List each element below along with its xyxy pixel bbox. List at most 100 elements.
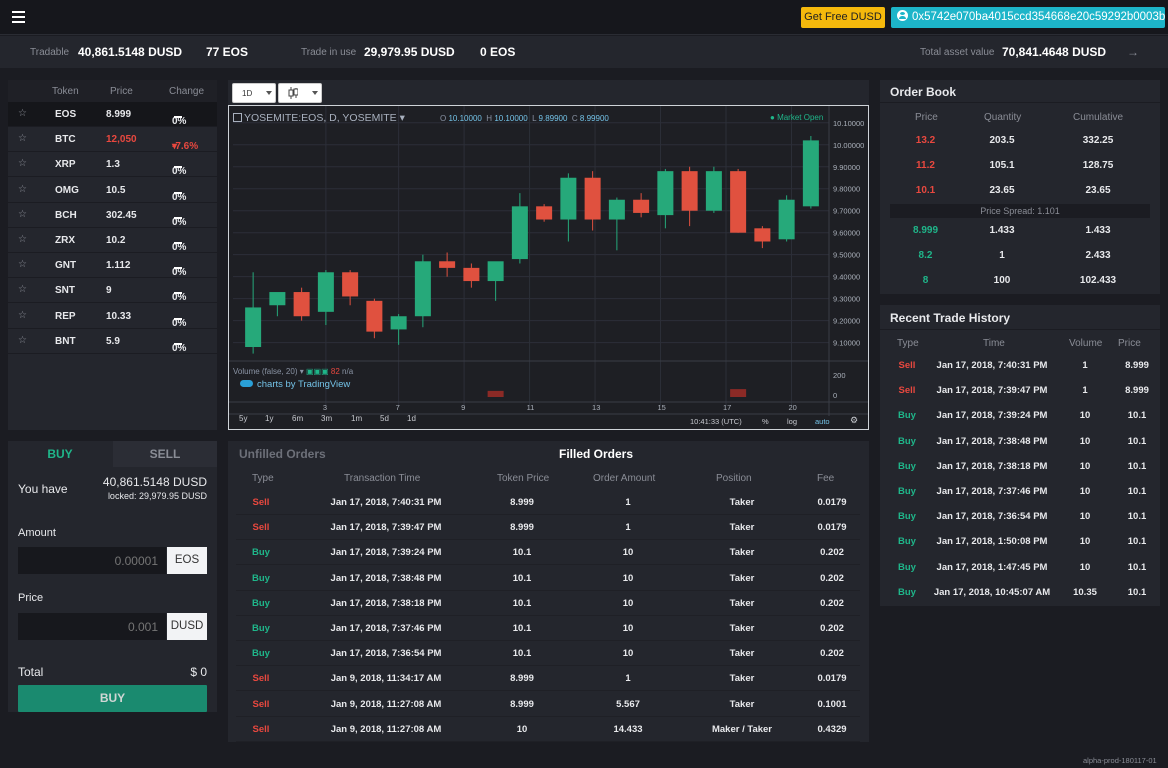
price-input[interactable] — [18, 613, 166, 640]
order-time: Jan 17, 2018, 7:38:18 PM — [330, 597, 442, 609]
token-price: 10.2 — [106, 235, 126, 246]
order-time: Jan 17, 2018, 7:36:54 PM — [330, 648, 442, 660]
token-change-value: 0% — [172, 317, 187, 329]
arrow-right-icon[interactable]: → — [1127, 45, 1139, 59]
filled-orders-tab[interactable]: Filled Orders — [559, 447, 634, 461]
star-icon[interactable]: ☆ — [18, 133, 27, 145]
buy-button[interactable]: BUY — [18, 685, 207, 712]
sell-tab[interactable]: SELL — [113, 441, 217, 467]
token-row[interactable]: ☆ OMG 10.5 0% — [8, 178, 217, 203]
trade-time: Jan 17, 2018, 10:45:07 AM — [933, 586, 1051, 598]
percent-toggle[interactable]: % — [762, 417, 769, 426]
token-change-value: 0% — [172, 166, 187, 178]
ob-quantity: 203.5 — [989, 135, 1015, 146]
get-free-dusd-button[interactable]: Get Free DUSD — [801, 7, 885, 28]
token-row[interactable]: ☆ XRP 1.3 0% — [8, 152, 217, 178]
chart-settings-gear-icon[interactable]: ⚙ — [850, 415, 859, 425]
trade-panel: BUY SELL You have 40,861.5148 DUSD locke… — [8, 441, 217, 712]
candle-body — [487, 261, 504, 282]
token-row[interactable]: ☆ EOS 8.999 0% — [8, 102, 217, 127]
tradable-label: Tradable — [30, 47, 70, 58]
flat-dash-icon — [174, 191, 182, 194]
candle-body — [317, 272, 334, 312]
order-fee: 0.202 — [820, 597, 844, 609]
tradingview-branding[interactable]: charts by TradingView — [240, 379, 350, 390]
trade-time: Jan 17, 2018, 7:39:24 PM — [936, 410, 1048, 422]
timeframe-6m[interactable]: 6m — [292, 414, 304, 423]
interval-dropdown[interactable]: 1D — [232, 83, 276, 103]
trade-type: Buy — [898, 586, 916, 598]
log-toggle[interactable]: log — [787, 417, 798, 426]
history-type-header: Type — [897, 338, 919, 349]
ob-quantity: 1.433 — [989, 225, 1015, 236]
total-label: Total — [18, 665, 44, 679]
token-symbol: OMG — [55, 184, 79, 196]
star-icon[interactable]: ☆ — [18, 284, 27, 296]
in-use-dusd: 29,979.95 DUSD — [364, 45, 455, 59]
token-row[interactable]: ☆ ZRX 10.2 0% — [8, 228, 217, 253]
timeframe-1y[interactable]: 1y — [265, 414, 274, 423]
order-amount: 1 — [625, 522, 631, 534]
candle-body — [560, 177, 577, 220]
buy-tab[interactable]: BUY — [8, 441, 112, 467]
timeframe-1m[interactable]: 1m — [351, 414, 363, 423]
chart-canvas[interactable] — [228, 105, 869, 430]
price-unit: DUSD — [167, 613, 207, 640]
trade-price: 10.1 — [1127, 486, 1147, 497]
star-icon[interactable]: ☆ — [18, 183, 27, 195]
star-icon[interactable]: ☆ — [18, 108, 27, 119]
token-change-value: 0% — [172, 216, 187, 228]
trade-price: 8.999 — [1125, 385, 1149, 397]
star-icon[interactable]: ☆ — [18, 309, 27, 321]
wallet-address-button[interactable]: 0x5742e070ba4015ccd354668e20c59292b0003b… — [891, 7, 1165, 28]
trade-history-row: Buy Jan 17, 2018, 7:38:18 PM 10 10.1 — [880, 454, 1160, 479]
market-status: ● Market Open — [770, 113, 824, 122]
hamburger-menu-icon[interactable] — [12, 11, 25, 23]
amount-input[interactable] — [18, 547, 166, 574]
token-row[interactable]: ☆ BNT 5.9 0% — [8, 329, 217, 354]
auto-toggle[interactable]: auto — [815, 417, 830, 426]
unfilled-orders-tab[interactable]: Unfilled Orders — [239, 447, 326, 461]
order-book-row[interactable]: 13.2 203.5 332.25 — [880, 128, 1160, 153]
account-icon — [897, 10, 908, 21]
token-row[interactable]: ☆ SNT 9 0% — [8, 278, 217, 304]
candle-body — [633, 199, 650, 213]
timeframe-1d[interactable]: 1d — [407, 414, 416, 423]
order-position: Taker — [729, 597, 755, 609]
order-time: Jan 17, 2018, 7:40:31 PM — [330, 497, 442, 508]
order-fee: 0.202 — [820, 623, 844, 634]
ob-cumulative-header: Cumulative — [1073, 112, 1124, 123]
star-icon[interactable]: ☆ — [18, 234, 27, 245]
token-change-value: 0% — [172, 242, 187, 253]
timeframe-5y[interactable]: 5y — [239, 414, 248, 423]
chevron-down-icon — [266, 91, 272, 95]
star-icon[interactable]: ☆ — [18, 259, 27, 271]
ob-price: 13.2 — [915, 135, 936, 146]
ob-cumulative: 332.25 — [1082, 135, 1114, 146]
trade-volume: 10 — [1079, 486, 1091, 497]
order-book-row[interactable]: 8.2 1 2.433 — [880, 243, 1160, 268]
chart-style-dropdown[interactable] — [278, 83, 322, 103]
in-use-eos: 0 EOS — [480, 45, 516, 59]
star-icon[interactable]: ☆ — [18, 158, 27, 170]
token-price: 1.112 — [106, 260, 131, 272]
token-row[interactable]: ☆ REP 10.33 0% — [8, 304, 217, 329]
order-amount: 10 — [622, 597, 634, 609]
order-type: Sell — [252, 497, 270, 508]
order-book-row[interactable]: 8.999 1.433 1.433 — [880, 218, 1160, 243]
order-book-row[interactable]: 10.1 23.65 23.65 — [880, 178, 1160, 203]
order-time: Jan 17, 2018, 7:37:46 PM — [330, 623, 442, 634]
token-row[interactable]: ☆ BTC 12,050 -7.6% ▾ — [8, 127, 217, 153]
token-row[interactable]: ☆ BCH 302.45 0% — [8, 203, 217, 228]
star-icon[interactable]: ☆ — [18, 334, 27, 346]
timeframe-5d[interactable]: 5d — [380, 414, 389, 423]
order-book-row[interactable]: 8 100 102.433 — [880, 268, 1160, 293]
order-position: Taker — [729, 497, 755, 508]
token-row[interactable]: ☆ GNT 1.112 0% — [8, 253, 217, 279]
flat-dash-icon — [174, 292, 182, 295]
order-time: Jan 17, 2018, 7:38:48 PM — [330, 572, 442, 584]
order-book-row[interactable]: 11.2 105.1 128.75 — [880, 153, 1160, 178]
star-icon[interactable]: ☆ — [18, 208, 27, 220]
timeframe-3m[interactable]: 3m — [321, 414, 333, 423]
interval-value: 1D — [242, 89, 253, 98]
